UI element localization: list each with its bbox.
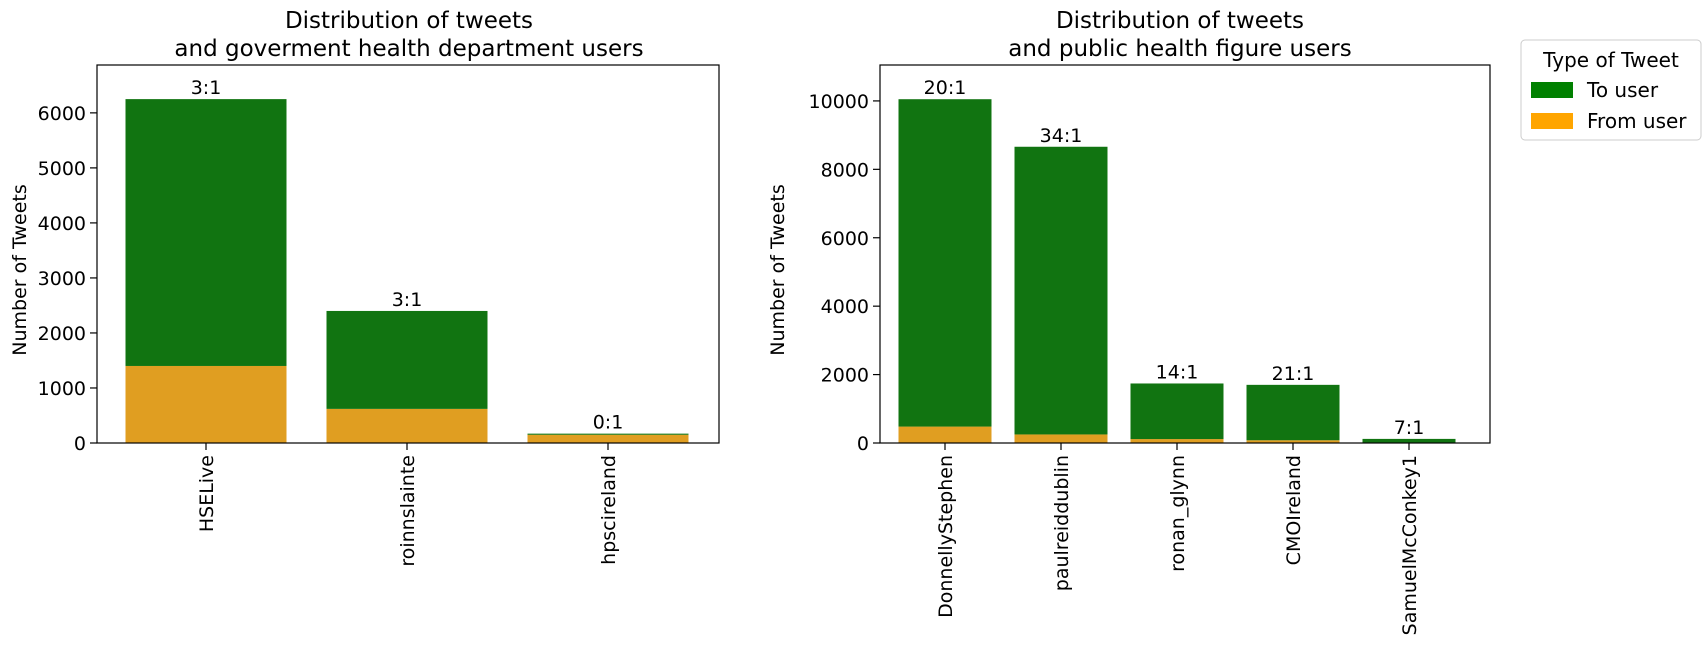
bar-to-user-hselive (125, 99, 287, 366)
y-tick-label: 10000 (809, 91, 869, 113)
ratio-label-hselive: 3:1 (191, 77, 222, 99)
y-axis-label: Number of Tweets (9, 184, 31, 355)
ratio-label-ronan-glynn: 14:1 (1156, 361, 1199, 383)
chart-gov-health-departments: Distribution of tweets and goverment hea… (9, 8, 720, 567)
x-tick-label-hpscireland: hpscireland (598, 455, 620, 565)
x-tick-label-ronan-glynn: ronan_glynn (1167, 455, 1189, 572)
plot-frame (879, 64, 1491, 444)
x-ticks: HSELive roinnslainte hpscireland (196, 443, 620, 567)
chart-title-line-1: Distribution of tweets (1056, 8, 1304, 34)
x-ticks: DonnellyStephen paulreiddublin ronan_glynn… (935, 443, 1421, 635)
y-tick-label: 0 (74, 433, 86, 455)
bar-from-user-ronan-glynn (1130, 439, 1224, 443)
legend-swatch-from-user (1531, 113, 1573, 129)
y-tick-label: 6000 (821, 228, 869, 250)
ratio-label-samuelmcconkey1: 7:1 (1394, 417, 1425, 439)
x-tick-label-cmoireland: CMOIreland (1283, 455, 1305, 565)
y-ticks: 0 2000 4000 6000 8000 10000 (809, 91, 880, 455)
bar-from-user-roinnslainte (326, 408, 488, 443)
bars (125, 99, 689, 443)
x-tick-label-samuelmcconkey1: SamuelMcConkey1 (1399, 455, 1421, 635)
x-tick-label-hselive: HSELive (196, 455, 218, 532)
bar-to-user-roinnslainte (326, 310, 488, 409)
ratio-labels: 20:1 34:1 14:1 21:1 7:1 (924, 77, 1425, 439)
chart-title-line-2: and goverment health department users (174, 36, 643, 62)
y-tick-label: 0 (857, 433, 869, 455)
legend-title: Type of Tweet (1542, 48, 1679, 72)
chart-public-health-figures: Distribution of tweets and public health… (767, 8, 1491, 635)
bar-from-user-cmoireland (1246, 440, 1340, 443)
y-tick-label: 2000 (38, 323, 86, 345)
y-tick-label: 3000 (38, 268, 86, 290)
bar-to-user-paulreiddublin (1014, 146, 1108, 435)
bar-from-user-paulreiddublin (1014, 434, 1108, 443)
legend: Type of Tweet To user From user (1520, 39, 1702, 141)
plot-frame (96, 64, 720, 444)
x-tick-label-roinnslainte: roinnslainte (397, 455, 419, 567)
y-tick-label: 4000 (821, 296, 869, 318)
chart-title-line-1: Distribution of tweets (285, 8, 533, 34)
ratio-labels: 3:1 3:1 0:1 (191, 77, 624, 434)
legend-label-to-user: To user (1586, 78, 1659, 102)
bar-to-user-donnellystephen (898, 99, 992, 427)
y-tick-label: 5000 (38, 158, 86, 180)
legend-swatch-to-user (1531, 82, 1573, 98)
y-tick-label: 6000 (38, 103, 86, 125)
y-tick-label: 8000 (821, 159, 869, 181)
bars (898, 99, 1456, 443)
ratio-label-hpscireland: 0:1 (593, 412, 624, 434)
bar-from-user-hpscireland (527, 434, 689, 443)
bar-to-user-ronan-glynn (1130, 383, 1224, 440)
bar-to-user-cmoireland (1246, 384, 1340, 441)
bar-from-user-donnellystephen (898, 426, 992, 443)
y-axis-label: Number of Tweets (767, 184, 789, 355)
chart-title-line-2: and public health figure users (1008, 36, 1351, 62)
legend-label-from-user: From user (1587, 109, 1687, 133)
x-tick-label-paulreiddublin: paulreiddublin (1051, 455, 1073, 591)
y-ticks: 0 1000 2000 3000 4000 5000 6000 (38, 103, 97, 455)
ratio-label-roinnslainte: 3:1 (392, 289, 423, 311)
y-tick-label: 4000 (38, 213, 86, 235)
bar-from-user-hselive (125, 365, 287, 443)
ratio-label-cmoireland: 21:1 (1272, 363, 1315, 385)
bar-to-user-samuelmcconkey1 (1362, 438, 1456, 443)
ratio-label-donnellystephen: 20:1 (924, 77, 967, 99)
x-tick-label-donnellystephen: DonnellyStephen (935, 455, 957, 618)
y-tick-label: 1000 (38, 378, 86, 400)
ratio-label-paulreiddublin: 34:1 (1040, 125, 1083, 147)
bar-to-user-hpscireland (527, 433, 689, 435)
y-tick-label: 2000 (821, 365, 869, 387)
